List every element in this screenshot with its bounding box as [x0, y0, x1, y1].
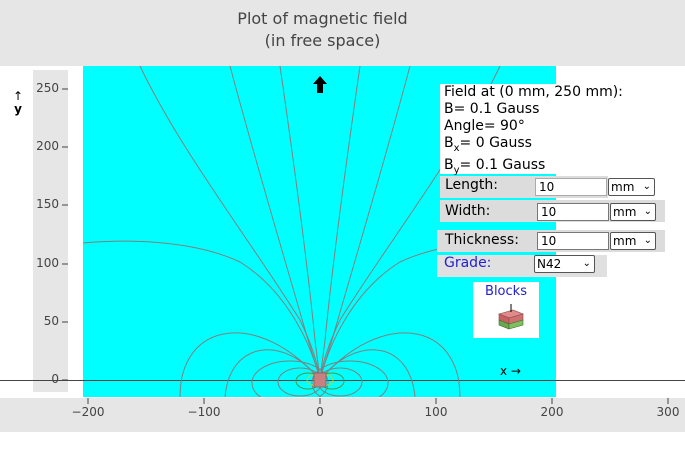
field-line [319, 349, 416, 397]
up-arrow-icon [313, 76, 327, 93]
field-line [139, 66, 321, 381]
y-axis-label: ↑ y [10, 90, 26, 116]
y-tick-label: 250 [36, 81, 59, 95]
width-input[interactable]: 10 [537, 203, 609, 221]
y-tick-label: 100 [36, 256, 59, 270]
field-line [251, 360, 329, 397]
y-tick-label: 200 [36, 139, 59, 153]
field-line [179, 332, 321, 397]
field-line [224, 349, 321, 397]
field-info-angle: Angle= 90° [444, 118, 525, 134]
x-tick-label: −200 [71, 405, 105, 419]
thickness-unit-select[interactable]: mm ⌄ [610, 232, 656, 250]
plot-title-line2: (in free space) [264, 31, 381, 50]
field-line [83, 240, 321, 381]
x-axis-label: x → [500, 364, 521, 378]
y-tick-label: 150 [36, 197, 59, 211]
grade-link[interactable]: Grade: [444, 255, 492, 271]
length-label: Length: [445, 177, 499, 193]
field-info-bx: Bx= 0 Gauss [444, 135, 532, 154]
plot-title: Plot of magnetic field (in free space) [0, 8, 645, 52]
y-axis-label-text: y [14, 102, 22, 116]
blocks-link-box[interactable] [473, 282, 539, 338]
grade-select[interactable]: N42 ⌄ [534, 255, 595, 273]
x-tick-label: 100 [424, 405, 448, 419]
blocks-link[interactable]: Blocks [485, 284, 527, 299]
y-axis-band [33, 70, 68, 392]
chevron-down-icon: ⌄ [643, 235, 652, 246]
x-tick-label: 200 [540, 405, 564, 419]
thickness-input[interactable]: 10 [537, 232, 609, 250]
field-line [229, 66, 321, 381]
thickness-label: Thickness: [445, 232, 519, 248]
magnet-block [313, 372, 327, 388]
width-unit-select[interactable]: mm ⌄ [610, 203, 656, 221]
field-info-heading: Field at (0 mm, 250 mm): [444, 84, 623, 100]
length-input[interactable]: 10 [535, 178, 607, 196]
field-line [319, 66, 361, 381]
x-tick-label: 300 [656, 405, 680, 419]
field-line [311, 360, 389, 397]
x-axis-band [0, 398, 685, 432]
chevron-down-icon: ⌄ [582, 258, 591, 269]
title-band [0, 0, 685, 66]
magnet-block-icon[interactable] [495, 304, 525, 332]
length-unit-select[interactable]: mm ⌄ [608, 178, 655, 196]
x-tick-label: 0 [316, 405, 324, 419]
chevron-down-icon: ⌄ [643, 206, 652, 217]
field-info-b: B= 0.1 Gauss [444, 101, 540, 117]
x-tick-label: −100 [187, 405, 221, 419]
field-info-by: By= 0.1 Gauss [444, 156, 546, 176]
chevron-down-icon: ⌄ [642, 181, 651, 192]
field-info-panel: Field at (0 mm, 250 mm): B= 0.1 Gauss An… [440, 84, 636, 176]
field-line [319, 66, 411, 381]
y-axis-arrow-icon: ↑ [12, 89, 24, 103]
y-tick-label: 50 [43, 314, 59, 328]
width-label: Width: [445, 203, 491, 219]
y-tick-label: 0 [51, 372, 59, 386]
field-line [279, 66, 321, 381]
field-line [319, 332, 461, 397]
plot-title-line1: Plot of magnetic field [237, 9, 408, 28]
